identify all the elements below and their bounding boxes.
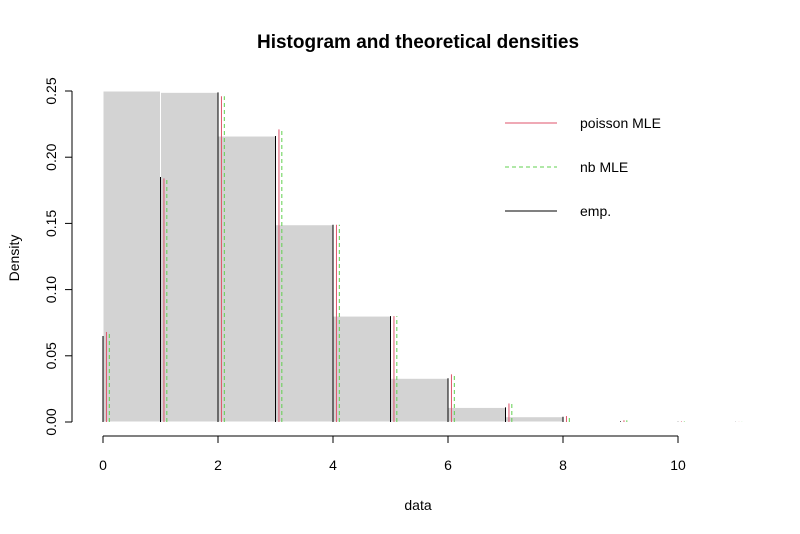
x-tick-label: 10 [670,457,686,473]
histogram-bar [390,377,449,423]
y-axis-label: Density [6,235,22,282]
y-axis: 0.00 0.05 0.10 0.15 0.20 0.25 [43,77,73,436]
y-tick-label: 0.05 [43,342,59,369]
y-tick-label: 0.15 [43,210,59,237]
histogram-bar [447,406,506,423]
histogram-bars [102,90,736,423]
legend-label: emp. [580,203,611,219]
legend-label: nb MLE [580,159,628,175]
chart-title: Histogram and theoretical densities [257,32,579,53]
legend: poisson MLE nb MLE emp. [505,115,661,219]
x-tick-label: 2 [214,457,222,473]
x-tick-label: 6 [444,457,452,473]
histogram-bar [217,135,276,423]
y-tick-label: 0.00 [43,408,59,435]
histogram-bar [160,91,219,423]
x-tick-label: 0 [99,457,107,473]
y-tick-label: 0.10 [43,276,59,303]
x-axis-label: data [404,497,431,513]
y-tick-label: 0.25 [43,77,59,104]
legend-label: poisson MLE [580,115,661,131]
histogram-bar [332,315,391,423]
histogram-bar [505,416,564,423]
histogram-bar [102,90,161,423]
x-axis: 0 2 4 6 8 10 [99,435,686,473]
histogram-bar [275,224,334,423]
y-tick-label: 0.20 [43,143,59,170]
histogram-bar [562,420,621,423]
x-tick-label: 4 [329,457,337,473]
x-tick-label: 8 [559,457,567,473]
density-lines [102,92,743,422]
